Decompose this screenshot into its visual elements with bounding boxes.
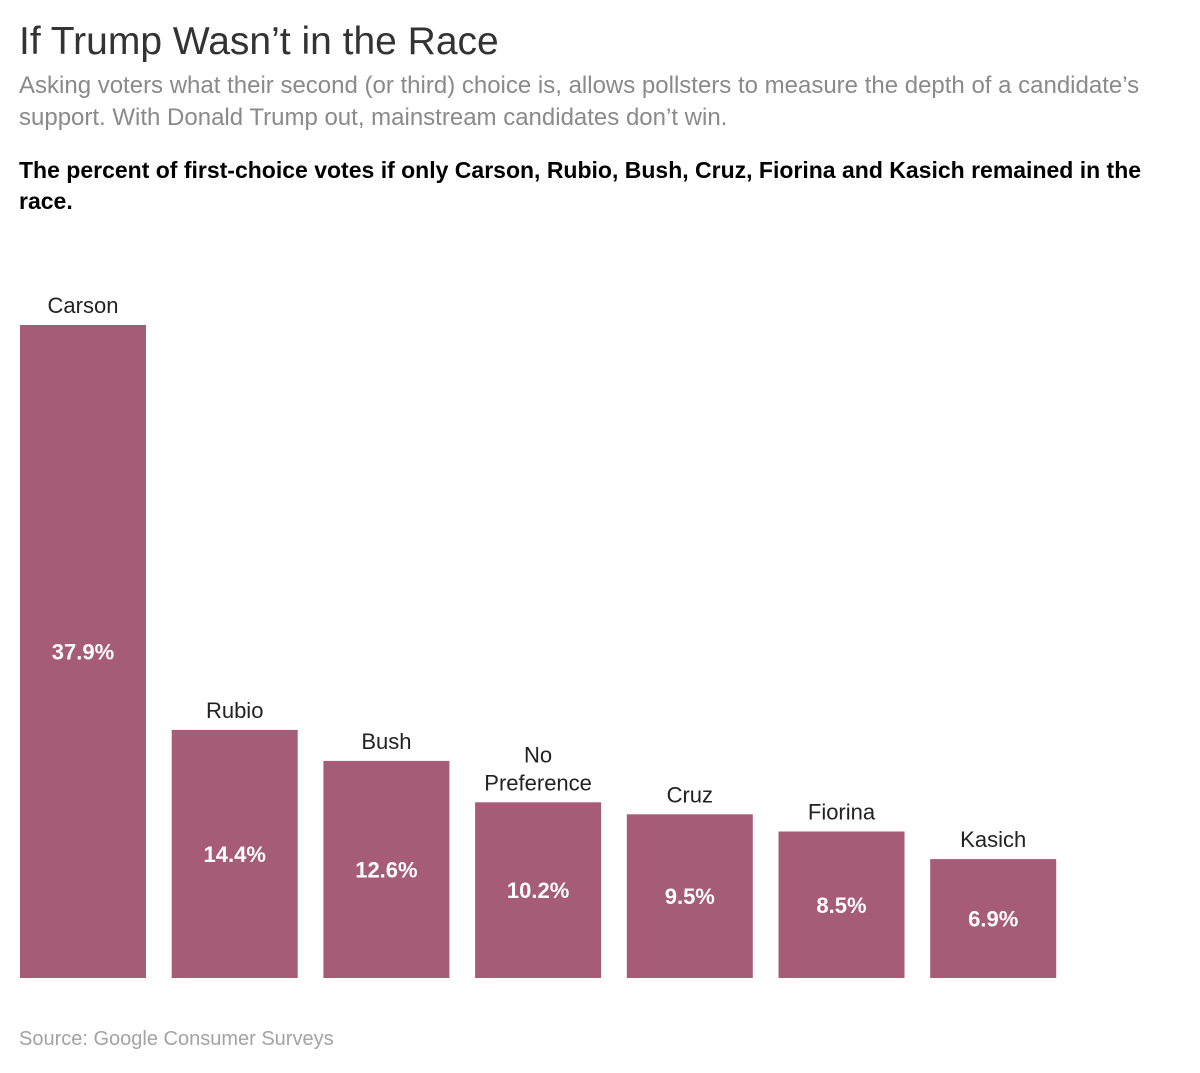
chart-heading: The percent of first-choice votes if onl…: [19, 157, 1142, 214]
category-label-rubio: Rubio: [206, 698, 263, 723]
bar-bush: [323, 760, 450, 978]
category-label-no-preference: No Preference: [484, 742, 592, 795]
value-label-rubio: 14.4%: [204, 842, 266, 867]
bar-no-preference: [475, 802, 602, 978]
chart-subtitle: Asking voters what their second (or thir…: [19, 72, 1140, 131]
value-label-fiorina: 8.5%: [816, 893, 866, 918]
bar-carson: [20, 325, 146, 978]
value-label-kasich: 6.9%: [968, 907, 1018, 932]
category-label-kasich: Kasich: [960, 827, 1026, 852]
value-label-no-preference: 10.2%: [507, 878, 569, 903]
value-label-bush: 12.6%: [355, 858, 417, 883]
bar-kasich: [930, 859, 1057, 978]
source-note: Source: Google Consumer Surveys: [19, 1028, 334, 1050]
value-label-cruz: 9.5%: [665, 884, 715, 909]
category-label-bush: Bush: [361, 729, 411, 754]
bar-fiorina: [778, 831, 905, 978]
category-label-cruz: Cruz: [667, 782, 713, 807]
category-label-fiorina: Fiorina: [808, 800, 876, 825]
chart-title: If Trump Wasn’t in the Race: [19, 20, 499, 63]
category-label-carson: Carson: [48, 293, 119, 318]
value-label-carson: 37.9%: [52, 640, 114, 665]
bar-cruz: [626, 814, 753, 978]
bar-rubio: [171, 729, 298, 978]
